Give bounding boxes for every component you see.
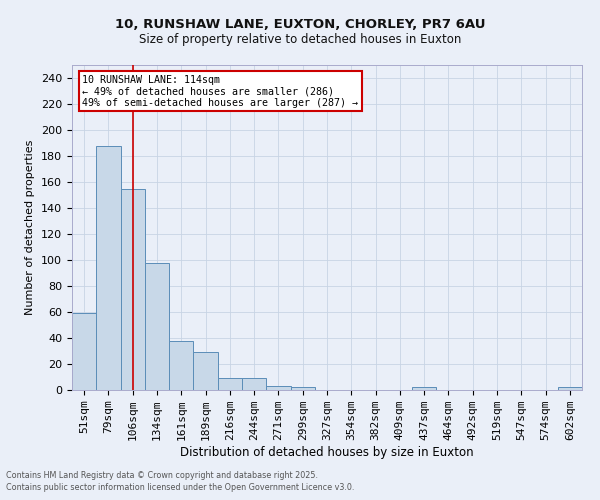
Bar [96,146,121,390]
Bar [266,386,290,390]
Bar [145,262,169,390]
Bar [242,378,266,390]
X-axis label: Distribution of detached houses by size in Euxton: Distribution of detached houses by size … [180,446,474,459]
Text: Contains public sector information licensed under the Open Government Licence v3: Contains public sector information licen… [6,484,355,492]
Bar [72,314,96,390]
Bar [290,388,315,390]
Bar [412,388,436,390]
Bar [218,378,242,390]
Bar [169,340,193,390]
Text: Size of property relative to detached houses in Euxton: Size of property relative to detached ho… [139,32,461,46]
Text: 10 RUNSHAW LANE: 114sqm
← 49% of detached houses are smaller (286)
49% of semi-d: 10 RUNSHAW LANE: 114sqm ← 49% of detache… [82,74,358,108]
Y-axis label: Number of detached properties: Number of detached properties [25,140,35,315]
Bar [121,188,145,390]
Text: Contains HM Land Registry data © Crown copyright and database right 2025.: Contains HM Land Registry data © Crown c… [6,471,318,480]
Bar [193,352,218,390]
Text: 10, RUNSHAW LANE, EUXTON, CHORLEY, PR7 6AU: 10, RUNSHAW LANE, EUXTON, CHORLEY, PR7 6… [115,18,485,30]
Bar [558,388,582,390]
